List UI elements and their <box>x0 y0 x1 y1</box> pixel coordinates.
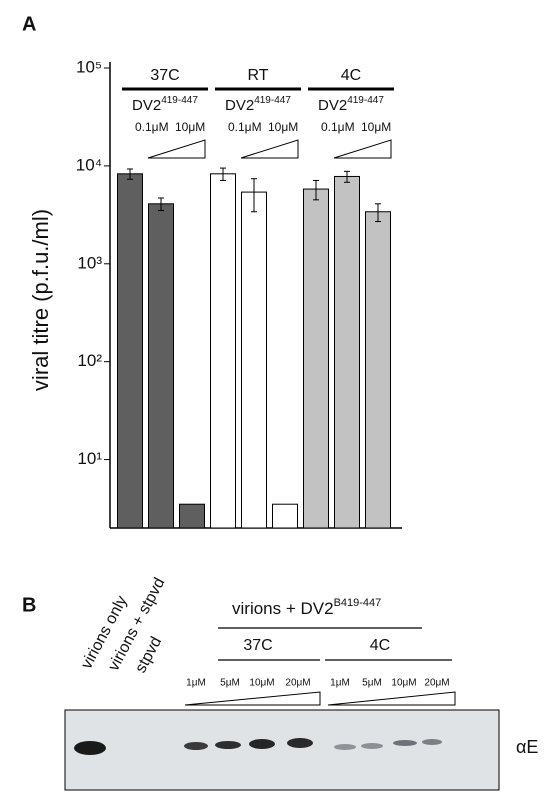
band <box>74 741 106 755</box>
y-tick-label: 10¹ <box>77 449 102 468</box>
compound-label: DV2419-447 <box>318 95 384 114</box>
concentration-label: 1μM <box>186 678 206 689</box>
panel-label: A <box>22 13 36 35</box>
concentration-label: 10μM <box>391 678 416 689</box>
bar <box>272 503 298 529</box>
heading-superscript: B419-447 <box>334 597 382 609</box>
bar <box>210 173 236 529</box>
band <box>215 741 241 749</box>
gradient-wedge <box>240 139 299 159</box>
y-tick-label: 10⁵ <box>76 57 102 76</box>
compound-name: DV2 <box>225 97 254 114</box>
band <box>393 740 417 746</box>
concentration-label: 20μM <box>424 678 449 689</box>
band <box>287 738 313 748</box>
blot-heading: virions + DV2B419-447 <box>232 597 381 619</box>
band <box>249 739 275 749</box>
compound-superscript: 419-447 <box>254 95 291 106</box>
compound-name: DV2 <box>132 97 161 114</box>
group-label: 37C <box>150 67 179 84</box>
panel-label: B <box>22 594 36 616</box>
y-axis-label: viral titre (p.f.u./ml) <box>28 209 53 391</box>
concentration-label: 20μM <box>285 678 310 689</box>
group-label: 37C <box>243 637 272 654</box>
blot <box>64 709 500 791</box>
bar <box>241 191 267 529</box>
concentration-label: 0.1μM <box>321 120 355 134</box>
band-label: αE <box>516 737 538 757</box>
compound-name: DV2 <box>318 97 347 114</box>
concentration-label: 10μM <box>268 120 298 134</box>
concentration-label: 5μM <box>220 678 240 689</box>
gradient-wedge <box>327 691 456 706</box>
concentration-label: 10μM <box>361 120 391 134</box>
bar <box>148 203 174 529</box>
concentration-label: 1μM <box>330 678 350 689</box>
concentration-label: 10μM <box>175 120 205 134</box>
y-tick-label: 10⁴ <box>76 155 102 174</box>
concentration-label: 10μM <box>249 678 274 689</box>
band <box>334 744 356 750</box>
band <box>361 743 383 749</box>
gradient-wedge <box>184 691 321 706</box>
group-label: RT <box>247 67 268 84</box>
bar <box>303 188 329 529</box>
compound-superscript: 419-447 <box>161 95 198 106</box>
group-label: 4C <box>370 637 390 654</box>
compound-superscript: 419-447 <box>347 95 384 106</box>
gradient-wedge <box>333 139 392 159</box>
compound-label: DV2419-447 <box>225 95 291 114</box>
group-label: 4C <box>341 67 361 84</box>
bar <box>117 173 143 529</box>
concentration-label: 0.1μM <box>228 120 262 134</box>
gradient-wedge <box>147 139 206 159</box>
bar <box>334 175 360 529</box>
bar <box>179 503 205 529</box>
band <box>422 739 442 745</box>
compound-label: DV2419-447 <box>132 95 198 114</box>
y-tick-label: 10² <box>77 351 102 370</box>
band <box>184 742 208 750</box>
concentration-label: 0.1μM <box>135 120 169 134</box>
heading-text: virions + DV2 <box>232 599 334 618</box>
bar <box>365 211 391 529</box>
concentration-label: 5μM <box>362 678 382 689</box>
y-tick-label: 10³ <box>77 253 102 272</box>
